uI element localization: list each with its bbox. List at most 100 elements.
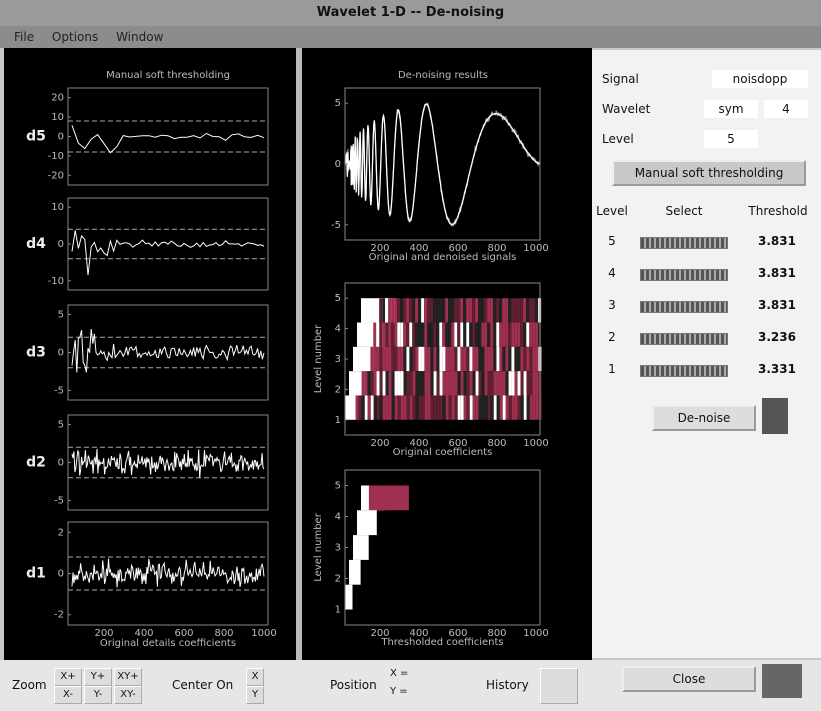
close-button[interactable]: Close: [622, 666, 756, 692]
coefficient-cell: [406, 395, 410, 420]
coefficient-cell: [427, 346, 431, 372]
threshold-slider[interactable]: [640, 301, 728, 313]
coefficient-cell: [463, 371, 467, 396]
x-tick-label: 1000: [523, 438, 548, 449]
coefficient-cell: [418, 346, 422, 372]
x-tick-label: 200: [370, 438, 389, 449]
coefficient-cell: [466, 346, 470, 372]
y-tick-label: 5: [335, 98, 341, 109]
threshold-slider[interactable]: [640, 365, 728, 377]
coefficient-cell: [529, 346, 533, 372]
wavelet-order[interactable]: 4: [764, 100, 808, 118]
zoom-button[interactable]: X+: [54, 668, 82, 686]
zoom-button[interactable]: XY-: [114, 686, 142, 704]
coefficient-cell: [523, 346, 527, 372]
level-label: d1: [26, 566, 46, 582]
coefficient-cell: [487, 395, 491, 420]
coefficient-cell: [505, 298, 509, 323]
x-tick-label: 800: [487, 438, 506, 449]
threshold-slider[interactable]: [640, 269, 728, 281]
coefficient-cell: [394, 395, 398, 420]
coefficient-cell: [448, 371, 452, 396]
zoom-button[interactable]: XY+: [114, 668, 142, 686]
coefficient-cell: [499, 371, 503, 396]
coefficient-cell: [409, 322, 413, 347]
zoom-button[interactable]: X-: [54, 686, 82, 704]
coefficient-cell: [421, 346, 425, 372]
coefficient-cell: [385, 346, 389, 372]
mode-button[interactable]: Manual soft thresholding: [612, 160, 806, 186]
y-tick-label: 10: [51, 202, 64, 213]
menu-item[interactable]: Options: [51, 30, 99, 44]
coefficient-cell: [481, 346, 485, 372]
wavelet-family[interactable]: sym: [704, 100, 758, 118]
coefficient-cell: [370, 395, 374, 420]
label: Zoom: [12, 678, 47, 692]
threshold-slider[interactable]: [640, 237, 728, 249]
coefficient-cell: [421, 395, 425, 420]
y-tick-label: -5: [54, 496, 64, 507]
coefficient-cell: [433, 395, 437, 420]
coefficient-cell: [481, 298, 485, 323]
coefficient-cell: [400, 298, 404, 323]
history-buttons[interactable]: [540, 668, 578, 704]
coefficient-cell: [364, 371, 368, 396]
y-tick-label: 0: [58, 569, 64, 580]
y-tick-label: 0: [58, 239, 64, 250]
coefficient-cell: [424, 395, 428, 420]
coefficient-cell: [451, 371, 455, 396]
y-tick-label: 10: [51, 112, 64, 123]
level-field[interactable]: 5: [704, 130, 758, 148]
coefficient-cell: [427, 371, 431, 396]
coefficient-cell: [385, 395, 389, 420]
zoom-button[interactable]: Y-: [84, 686, 112, 704]
coefficient-cell: [409, 371, 413, 396]
coefficient-cell: [424, 322, 428, 347]
coefficient-cell: [415, 395, 419, 420]
coefficient-cell: [388, 346, 392, 372]
coefficient-cell: [508, 346, 512, 372]
coefficient-cell: [391, 395, 395, 420]
coefficient-cell: [430, 395, 434, 420]
coefficient-cell: [403, 371, 407, 396]
toolbar: Zoom X+ Y+ XY+ X- Y- XY- Center On X Y Positi…: [0, 660, 821, 711]
coefficient-cell: [490, 395, 494, 420]
coefficient-cell: [508, 395, 512, 420]
divider: [296, 48, 302, 660]
zoom-button[interactable]: Y+: [84, 668, 112, 686]
coefficient-cell: [511, 322, 515, 347]
coefficient-cell: [478, 298, 482, 323]
coefficient-cell: [481, 395, 485, 420]
center-y[interactable]: Y: [246, 686, 264, 704]
coefficient-cell: [502, 395, 506, 420]
coefficient-cell: [433, 322, 437, 347]
coefficient-cell: [454, 395, 458, 420]
signal-field[interactable]: noisdopp: [712, 70, 808, 88]
threshold-slider[interactable]: [640, 333, 728, 345]
coefficient-cell: [469, 395, 473, 420]
approx-block: [349, 559, 361, 585]
y-tick-label: -10: [48, 151, 64, 162]
de-noise-button[interactable]: De-noise: [652, 405, 756, 431]
x-axis-label: Thresholded coefficients: [380, 637, 503, 648]
coefficient-cell: [460, 298, 464, 323]
coefficient-cell: [427, 395, 431, 420]
coefficient-cell: [430, 371, 434, 396]
coefficient-cell: [514, 395, 518, 420]
coefficient-cell: [445, 346, 449, 372]
x-tick-label: 400: [134, 628, 153, 639]
coefficient-cell: [529, 322, 533, 347]
y-tick-label: 2: [335, 574, 341, 585]
coefficient-cell: [523, 298, 527, 323]
coefficient-cell: [436, 322, 440, 347]
coefficient-cell: [478, 395, 482, 420]
center-x[interactable]: X: [246, 668, 264, 686]
coefficient-cell: [373, 371, 377, 396]
coefficient-cell: [478, 346, 482, 372]
coefficient-cell: [490, 371, 494, 396]
coefficient-cell: [364, 395, 368, 420]
approx-block: [353, 535, 369, 560]
y-tick-label: 5: [58, 310, 64, 321]
menu-item[interactable]: Window: [116, 30, 164, 44]
menu-item[interactable]: File: [14, 30, 35, 44]
